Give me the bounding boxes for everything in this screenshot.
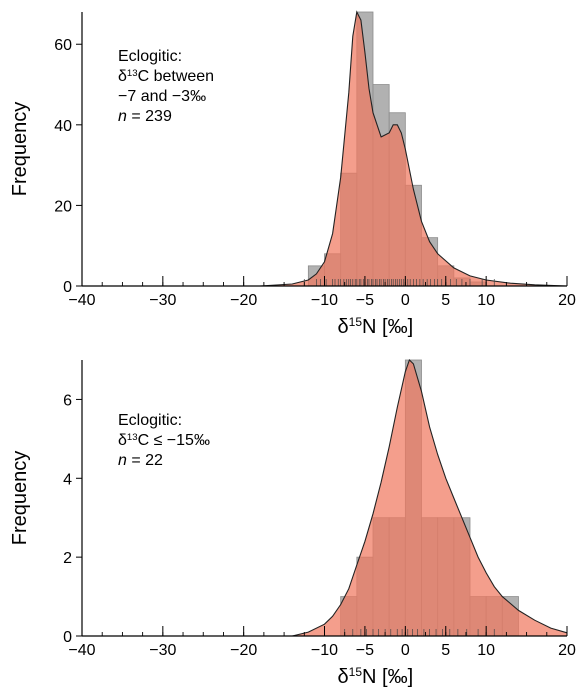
x-tick-label: −20 [230, 642, 257, 659]
x-axis-label: δ15N [‰] [338, 315, 414, 338]
x-tick-label: −40 [68, 292, 95, 309]
y-tick-label: 20 [54, 198, 72, 215]
x-tick-label: 5 [441, 642, 450, 659]
annotation-line: −7 and −3‰ [118, 88, 206, 105]
x-tick-label: −5 [356, 642, 374, 659]
annotation-line: n = 22 [118, 452, 163, 469]
x-tick-label: −10 [311, 642, 338, 659]
y-tick-label: 4 [63, 471, 72, 488]
x-tick-label: 5 [441, 292, 450, 309]
x-tick-label: −30 [149, 292, 176, 309]
y-axis-label: Frequency [9, 102, 31, 197]
annotation-line: n = 239 [118, 108, 172, 125]
x-axis-label: δ15N [‰] [338, 665, 414, 688]
chart-panel-1: −40 −30 −20 −10 −5 0 5 10 20 0 20 40 60 δ15N [‰] Frequ… [9, 10, 576, 338]
density-curve [292, 359, 568, 637]
y-tick-label: 40 [54, 118, 72, 135]
chart-panel-2: −40 −30 −20 −10 −5 0 5 10 20 0 2 4 6 δ15N [‰] Frequenc… [9, 359, 576, 688]
annotation-line: Eclogitic: [118, 48, 182, 65]
annotation-line: δ13C ≤ −15‰ [118, 432, 210, 450]
x-tick-label: 10 [477, 642, 495, 659]
x-tick-label: 20 [558, 642, 576, 659]
x-tick-label: −40 [68, 642, 95, 659]
density-area [259, 12, 567, 286]
x-tick-label: −10 [311, 292, 338, 309]
x-tick-label: −30 [149, 642, 176, 659]
annotation-line: Eclogitic: [118, 412, 182, 429]
y-tick-label: 60 [54, 37, 72, 54]
density-area [292, 360, 567, 636]
y-axis-label: Frequency [9, 451, 31, 546]
x-tick-label: 0 [401, 642, 410, 659]
x-tick-label: 20 [558, 292, 576, 309]
x-tick-label: 0 [401, 292, 410, 309]
y-tick-label: 0 [63, 629, 72, 646]
annotation-line: δ13C between [118, 68, 214, 86]
x-tick-label: −5 [356, 292, 374, 309]
x-tick-label: 10 [477, 292, 495, 309]
density-curve [259, 10, 568, 287]
x-tick-label: −20 [230, 292, 257, 309]
y-tick-label: 0 [63, 279, 72, 296]
y-tick-label: 2 [63, 550, 72, 567]
y-tick-label: 6 [63, 392, 72, 409]
